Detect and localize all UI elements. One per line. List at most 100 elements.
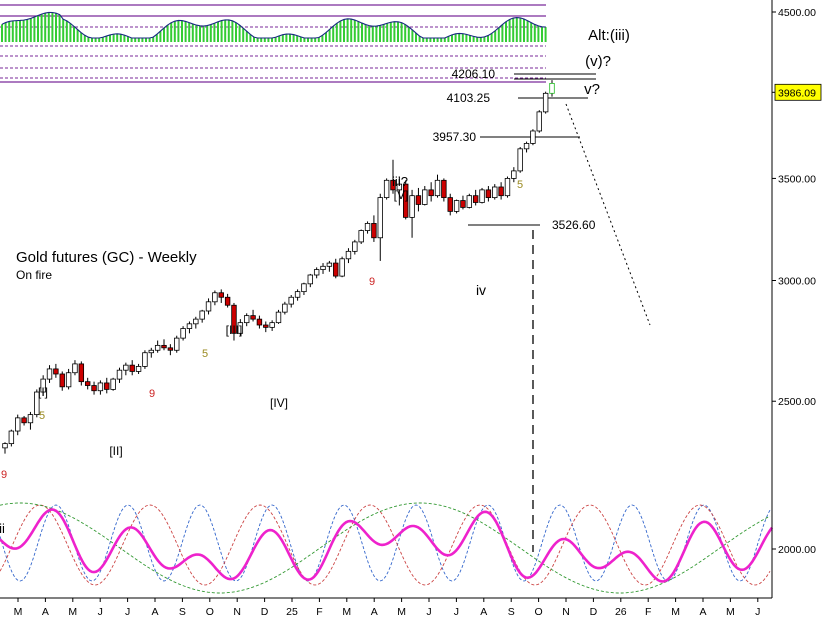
candle bbox=[84, 377, 91, 390]
candle bbox=[307, 273, 314, 288]
candle bbox=[339, 256, 345, 278]
candle bbox=[485, 186, 492, 202]
candle bbox=[460, 195, 466, 210]
candlestick-series bbox=[2, 80, 555, 454]
chart-title: Gold futures (GC) - Weekly bbox=[16, 249, 197, 266]
candle bbox=[135, 363, 142, 374]
wave-label: 5 bbox=[517, 179, 523, 191]
candle bbox=[294, 289, 301, 301]
current-price-label: 3986.09 bbox=[778, 87, 816, 99]
candle bbox=[212, 290, 218, 306]
x-tick-label: N bbox=[233, 606, 241, 618]
candle bbox=[511, 167, 517, 183]
candle bbox=[345, 248, 352, 264]
x-tick-label: S bbox=[508, 606, 515, 618]
x-tick-label: A bbox=[480, 606, 487, 618]
candle bbox=[403, 180, 409, 220]
current-price-badge bbox=[774, 83, 822, 101]
x-tick-label: J bbox=[755, 606, 760, 618]
x-tick-label: A bbox=[42, 606, 49, 618]
candle bbox=[383, 178, 390, 200]
candle bbox=[517, 147, 523, 173]
candle bbox=[205, 298, 212, 315]
x-tick-label: D bbox=[261, 606, 269, 618]
wave-label: 9 bbox=[369, 276, 375, 288]
x-tick-label: J bbox=[426, 606, 431, 618]
candle bbox=[542, 91, 549, 114]
candle bbox=[224, 293, 231, 308]
composite-cycle bbox=[0, 508, 774, 583]
x-tick-label: 26 bbox=[615, 606, 627, 618]
candle bbox=[34, 389, 40, 418]
candle bbox=[250, 309, 256, 322]
candle bbox=[301, 282, 307, 296]
candle bbox=[237, 319, 244, 336]
candle bbox=[358, 229, 364, 244]
candle bbox=[174, 335, 180, 353]
level-label: 4206.10 bbox=[452, 67, 496, 81]
candle bbox=[453, 199, 460, 214]
candle bbox=[97, 380, 104, 395]
candle bbox=[218, 289, 224, 303]
candle bbox=[536, 110, 542, 133]
candle bbox=[364, 221, 371, 234]
y-tick-label: 2500.00 bbox=[778, 396, 816, 408]
oscillator-line bbox=[1, 11, 546, 39]
candle bbox=[479, 187, 485, 204]
candle bbox=[199, 309, 205, 323]
candle bbox=[116, 367, 123, 383]
x-tick-label: M bbox=[726, 606, 735, 618]
candle bbox=[193, 316, 199, 329]
candle bbox=[110, 377, 116, 391]
wave-label: [III] bbox=[226, 323, 243, 337]
x-tick-label: 25 bbox=[286, 606, 298, 618]
level-label: 4103.25 bbox=[447, 91, 491, 105]
candle bbox=[466, 193, 473, 209]
candle bbox=[377, 193, 383, 261]
candle bbox=[27, 411, 34, 430]
top-oscillator-panel bbox=[0, 4, 547, 83]
candle bbox=[256, 315, 263, 329]
x-tick-label: M bbox=[397, 606, 406, 618]
wave-label: [I] bbox=[38, 385, 48, 399]
candle bbox=[2, 442, 8, 454]
candle bbox=[447, 193, 453, 216]
candle bbox=[123, 362, 129, 376]
x-tick-label: M bbox=[342, 606, 351, 618]
candle bbox=[434, 174, 441, 198]
candle bbox=[231, 302, 237, 341]
candle bbox=[415, 187, 422, 212]
candle bbox=[313, 267, 320, 279]
candle bbox=[504, 176, 511, 198]
candle bbox=[161, 339, 167, 351]
candle bbox=[46, 365, 53, 383]
wave-label: 9 bbox=[149, 388, 155, 400]
x-tick-label: O bbox=[535, 606, 543, 618]
projection-line bbox=[565, 103, 651, 326]
candle bbox=[129, 360, 135, 376]
candle bbox=[530, 129, 536, 146]
candle bbox=[78, 361, 85, 386]
x-tick-label: J bbox=[125, 606, 130, 618]
wave-labels: 9 5 [I] [II] 9 5 [III] [IV] 9 iii?[V] iv 5 v? (v)? Alt… bbox=[0, 27, 630, 536]
y-tick-label: 4500.00 bbox=[778, 7, 816, 19]
cycle-panel bbox=[0, 502, 774, 594]
candle bbox=[428, 182, 434, 202]
wave-label: [IV] bbox=[270, 396, 288, 410]
candle bbox=[65, 368, 72, 390]
candle bbox=[288, 295, 294, 308]
candle bbox=[269, 320, 275, 331]
cycle-red bbox=[0, 504, 771, 586]
x-tick-label: M bbox=[14, 606, 23, 618]
wave-label: ii bbox=[0, 521, 5, 536]
candle bbox=[53, 363, 59, 378]
candle bbox=[390, 159, 396, 194]
cycle-green bbox=[0, 502, 771, 594]
candle bbox=[180, 326, 186, 341]
candle bbox=[154, 340, 161, 353]
candle bbox=[422, 186, 428, 206]
candle bbox=[326, 260, 333, 272]
candle bbox=[282, 301, 288, 315]
candle bbox=[396, 176, 403, 206]
